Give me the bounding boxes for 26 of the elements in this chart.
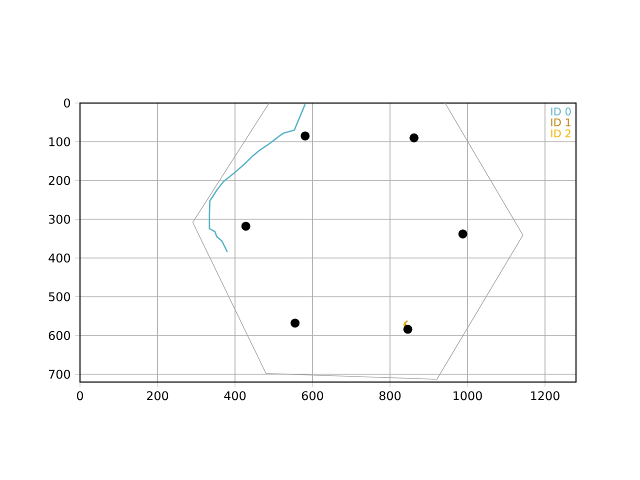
point: [290, 318, 300, 328]
y-tick-label: 400: [48, 253, 70, 263]
line-series: [192, 103, 524, 380]
x-tick-label: 600: [302, 391, 324, 400]
x-tick-label: 0: [76, 391, 84, 400]
point: [241, 222, 250, 231]
x-tick-label: 1200: [531, 391, 560, 400]
y-tick-label: 300: [48, 214, 70, 224]
x-tick-label: 800: [379, 391, 401, 400]
x-tick-label: 200: [146, 391, 168, 400]
point: [458, 229, 468, 238]
y-tick-label: 100: [49, 137, 70, 146]
point: [410, 133, 419, 142]
y-tick-label: 0: [64, 98, 70, 108]
x-tick-label: 400: [224, 391, 246, 400]
y-tick-label: 700: [48, 370, 70, 379]
x-tick-label: 1000: [454, 391, 482, 400]
y-tick-label: 500: [48, 292, 70, 302]
text: ID 2: [551, 129, 570, 138]
y-tick-label: 600: [48, 330, 70, 340]
y-tick-label: 200: [48, 176, 70, 186]
point: [403, 324, 412, 334]
text: ID 0: [551, 108, 571, 116]
line-series: [208, 103, 306, 253]
point: [300, 131, 310, 140]
text: ID 1: [551, 118, 571, 126]
